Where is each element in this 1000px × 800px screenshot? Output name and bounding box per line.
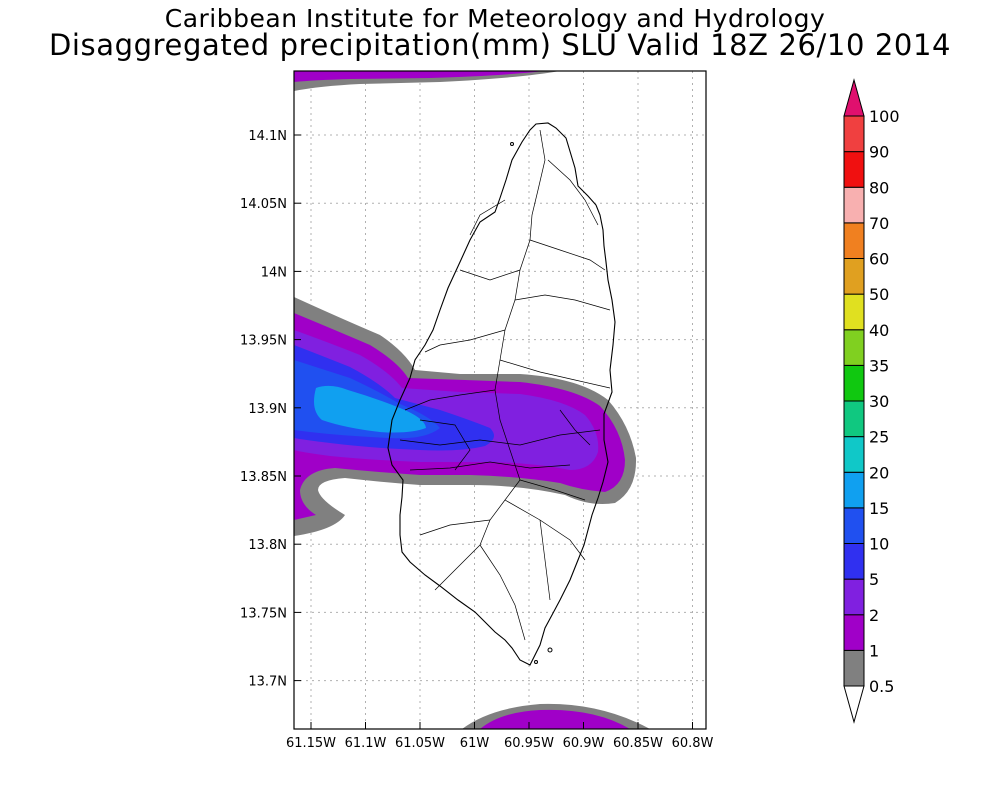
y-tick-label: 13.85N bbox=[240, 470, 287, 485]
y-tick-label: 13.8N bbox=[248, 538, 287, 553]
colorbar-label: 90 bbox=[869, 143, 889, 162]
y-tick-label: 13.95N bbox=[240, 334, 287, 349]
y-tick-label: 14.1N bbox=[248, 129, 287, 144]
colorbar-segment bbox=[843, 222, 865, 259]
islets bbox=[510, 142, 553, 664]
x-tick-label: 60.85W bbox=[613, 736, 663, 751]
x-tick-label: 61.15W bbox=[286, 736, 336, 751]
colorbar-label: 0.5 bbox=[869, 677, 894, 696]
x-tick-label: 61.05W bbox=[395, 736, 445, 751]
colorbar-bottom-arrow bbox=[843, 685, 865, 724]
colorbar-label: 5 bbox=[869, 570, 879, 589]
colorbar-top-arrow bbox=[843, 78, 865, 117]
island-outline bbox=[387, 122, 616, 666]
colorbar-label: 15 bbox=[869, 499, 889, 518]
colorbar-label: 40 bbox=[869, 321, 889, 340]
colorbar-segment bbox=[843, 400, 865, 438]
colorbar-segment bbox=[843, 614, 865, 651]
colorbar-segment bbox=[843, 364, 865, 402]
x-tick-label: 61W bbox=[460, 736, 490, 751]
precip-band-top-purple bbox=[294, 71, 545, 82]
x-tick-label: 61.1W bbox=[345, 736, 387, 751]
x-tick-label: 60.8W bbox=[672, 736, 714, 751]
y-tick-label: 14N bbox=[261, 265, 287, 280]
colorbar-label: 35 bbox=[869, 356, 889, 375]
colorbar-segment bbox=[843, 507, 865, 544]
y-tick-label: 13.7N bbox=[248, 675, 287, 690]
river-lines bbox=[399, 129, 611, 641]
y-tick-label: 13.75N bbox=[240, 606, 287, 621]
chart-subtitle: Disaggregated precipitation(mm) SLU Vali… bbox=[48, 28, 952, 62]
precip-band-bottom-purple bbox=[480, 709, 630, 729]
colorbar-label: 10 bbox=[869, 535, 889, 554]
colorbar-label: 70 bbox=[869, 214, 889, 233]
chart-title: Caribbean Institute for Meteorology and … bbox=[164, 4, 826, 33]
colorbar-label: 2 bbox=[869, 606, 879, 625]
map-area bbox=[294, 71, 706, 729]
colorbar-label: 25 bbox=[869, 428, 889, 447]
colorbar-segment bbox=[843, 578, 865, 616]
colorbar-segment bbox=[843, 115, 865, 153]
colorbar-label: 30 bbox=[869, 392, 889, 411]
x-tick-label: 60.95W bbox=[504, 736, 554, 751]
colorbar-segment bbox=[843, 151, 865, 188]
map-frame bbox=[293, 70, 707, 730]
y-tick-label: 14.05N bbox=[240, 197, 287, 212]
colorbar-segment bbox=[843, 436, 865, 473]
colorbar-label: 1 bbox=[869, 641, 879, 660]
gridlines bbox=[294, 71, 706, 729]
y-tick-label: 13.9N bbox=[248, 402, 287, 417]
precip-band-main-lightblue bbox=[314, 385, 426, 433]
colorbar-segment bbox=[843, 293, 865, 331]
colorbar-label: 60 bbox=[869, 250, 889, 269]
colorbar-segment bbox=[843, 543, 865, 580]
colorbar-segment bbox=[843, 186, 865, 224]
colorbar-label: 100 bbox=[869, 107, 900, 126]
x-axis: 61.15W 61.1W 61.05W 61W 60.95W 60.9W 60.85W 60.… bbox=[286, 722, 714, 751]
x-tick-label: 60.9W bbox=[563, 736, 605, 751]
colorbar-segment bbox=[843, 258, 865, 295]
colorbar-segment bbox=[843, 329, 865, 366]
colorbar-label: 80 bbox=[869, 178, 889, 197]
y-axis: 14.1N 14.05N 14N 13.95N 13.9N 13.85N 13.8N 13.7… bbox=[240, 129, 301, 690]
colorbar-label: 20 bbox=[869, 463, 889, 482]
colorbar-segment bbox=[843, 471, 865, 509]
colorbar-label: 50 bbox=[869, 285, 889, 304]
colorbar-segment bbox=[843, 649, 865, 687]
